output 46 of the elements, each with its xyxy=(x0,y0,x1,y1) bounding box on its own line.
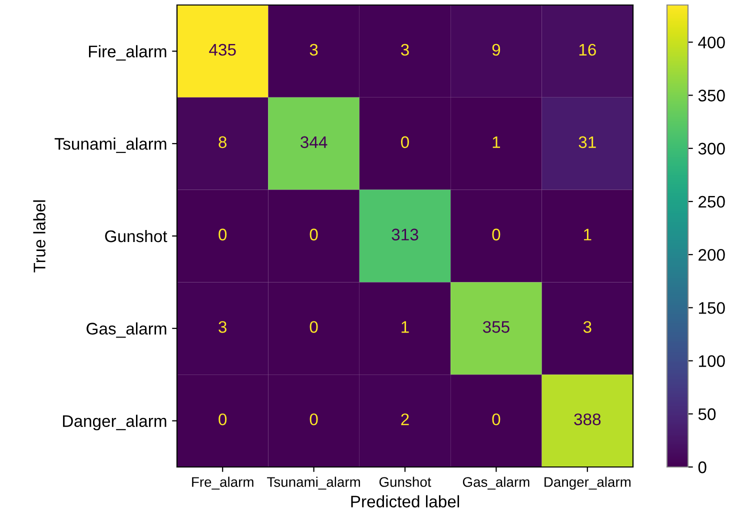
data-label: 0 xyxy=(492,413,500,426)
data-label: 344 xyxy=(300,136,328,148)
y-tick-label: Gas_alarm xyxy=(86,322,166,338)
data-label: 0 xyxy=(492,228,500,240)
color-bar-label: 100 xyxy=(698,355,725,367)
y-tick-label: Fire_alarm xyxy=(89,45,166,61)
x-tick-label: Gas_alarm xyxy=(462,476,530,490)
color-bar-label: 250 xyxy=(698,196,725,208)
color-bar-label: 150 xyxy=(698,302,725,314)
data-label: 9 xyxy=(492,44,500,56)
y-tick-label: Gunshot xyxy=(105,230,168,242)
data-label: 0 xyxy=(401,136,409,148)
data-label: 3 xyxy=(218,321,226,333)
x-tick-label: Fre_alarm xyxy=(192,476,254,490)
color-bar-label: 200 xyxy=(698,248,725,261)
color-bar-label: 350 xyxy=(698,90,725,102)
data-label: 0 xyxy=(218,228,227,240)
color-bar-label: 400 xyxy=(698,36,725,48)
data-label: 0 xyxy=(310,228,318,240)
x-axis-title: Predicted label xyxy=(351,495,460,508)
y-tick-label: Tsunami_alarm xyxy=(54,138,166,153)
data-label: 0 xyxy=(218,413,227,426)
data-label: 16 xyxy=(579,44,596,56)
color-bar-label: 0 xyxy=(698,461,706,474)
data-label: 1 xyxy=(492,136,500,148)
data-label: 3 xyxy=(583,321,592,333)
data-label: 435 xyxy=(209,44,236,56)
data-label: 3 xyxy=(401,44,409,56)
data-label: 31 xyxy=(578,136,596,148)
color-bar-label: 300 xyxy=(698,142,725,155)
y-tick-label: Danger_alarm xyxy=(63,414,166,430)
data-label: 0 xyxy=(310,321,318,333)
data-label: 0 xyxy=(310,413,318,426)
color-bar-label: 50 xyxy=(698,408,716,420)
data-label: 388 xyxy=(574,413,601,426)
x-tick-label: Danger_alarm xyxy=(544,476,630,490)
data-label: 313 xyxy=(392,228,418,240)
data-label: 8 xyxy=(218,136,227,148)
data-label: 2 xyxy=(401,413,409,426)
data-label: 355 xyxy=(482,321,510,333)
x-tick-label: Gunshot xyxy=(379,476,432,487)
x-tick-label: Tsunami_alarm xyxy=(267,476,360,490)
y-axis-title: True label xyxy=(33,200,46,272)
data-label: 3 xyxy=(310,44,318,56)
data-label: 1 xyxy=(402,321,409,333)
data-label: 1 xyxy=(584,228,592,240)
